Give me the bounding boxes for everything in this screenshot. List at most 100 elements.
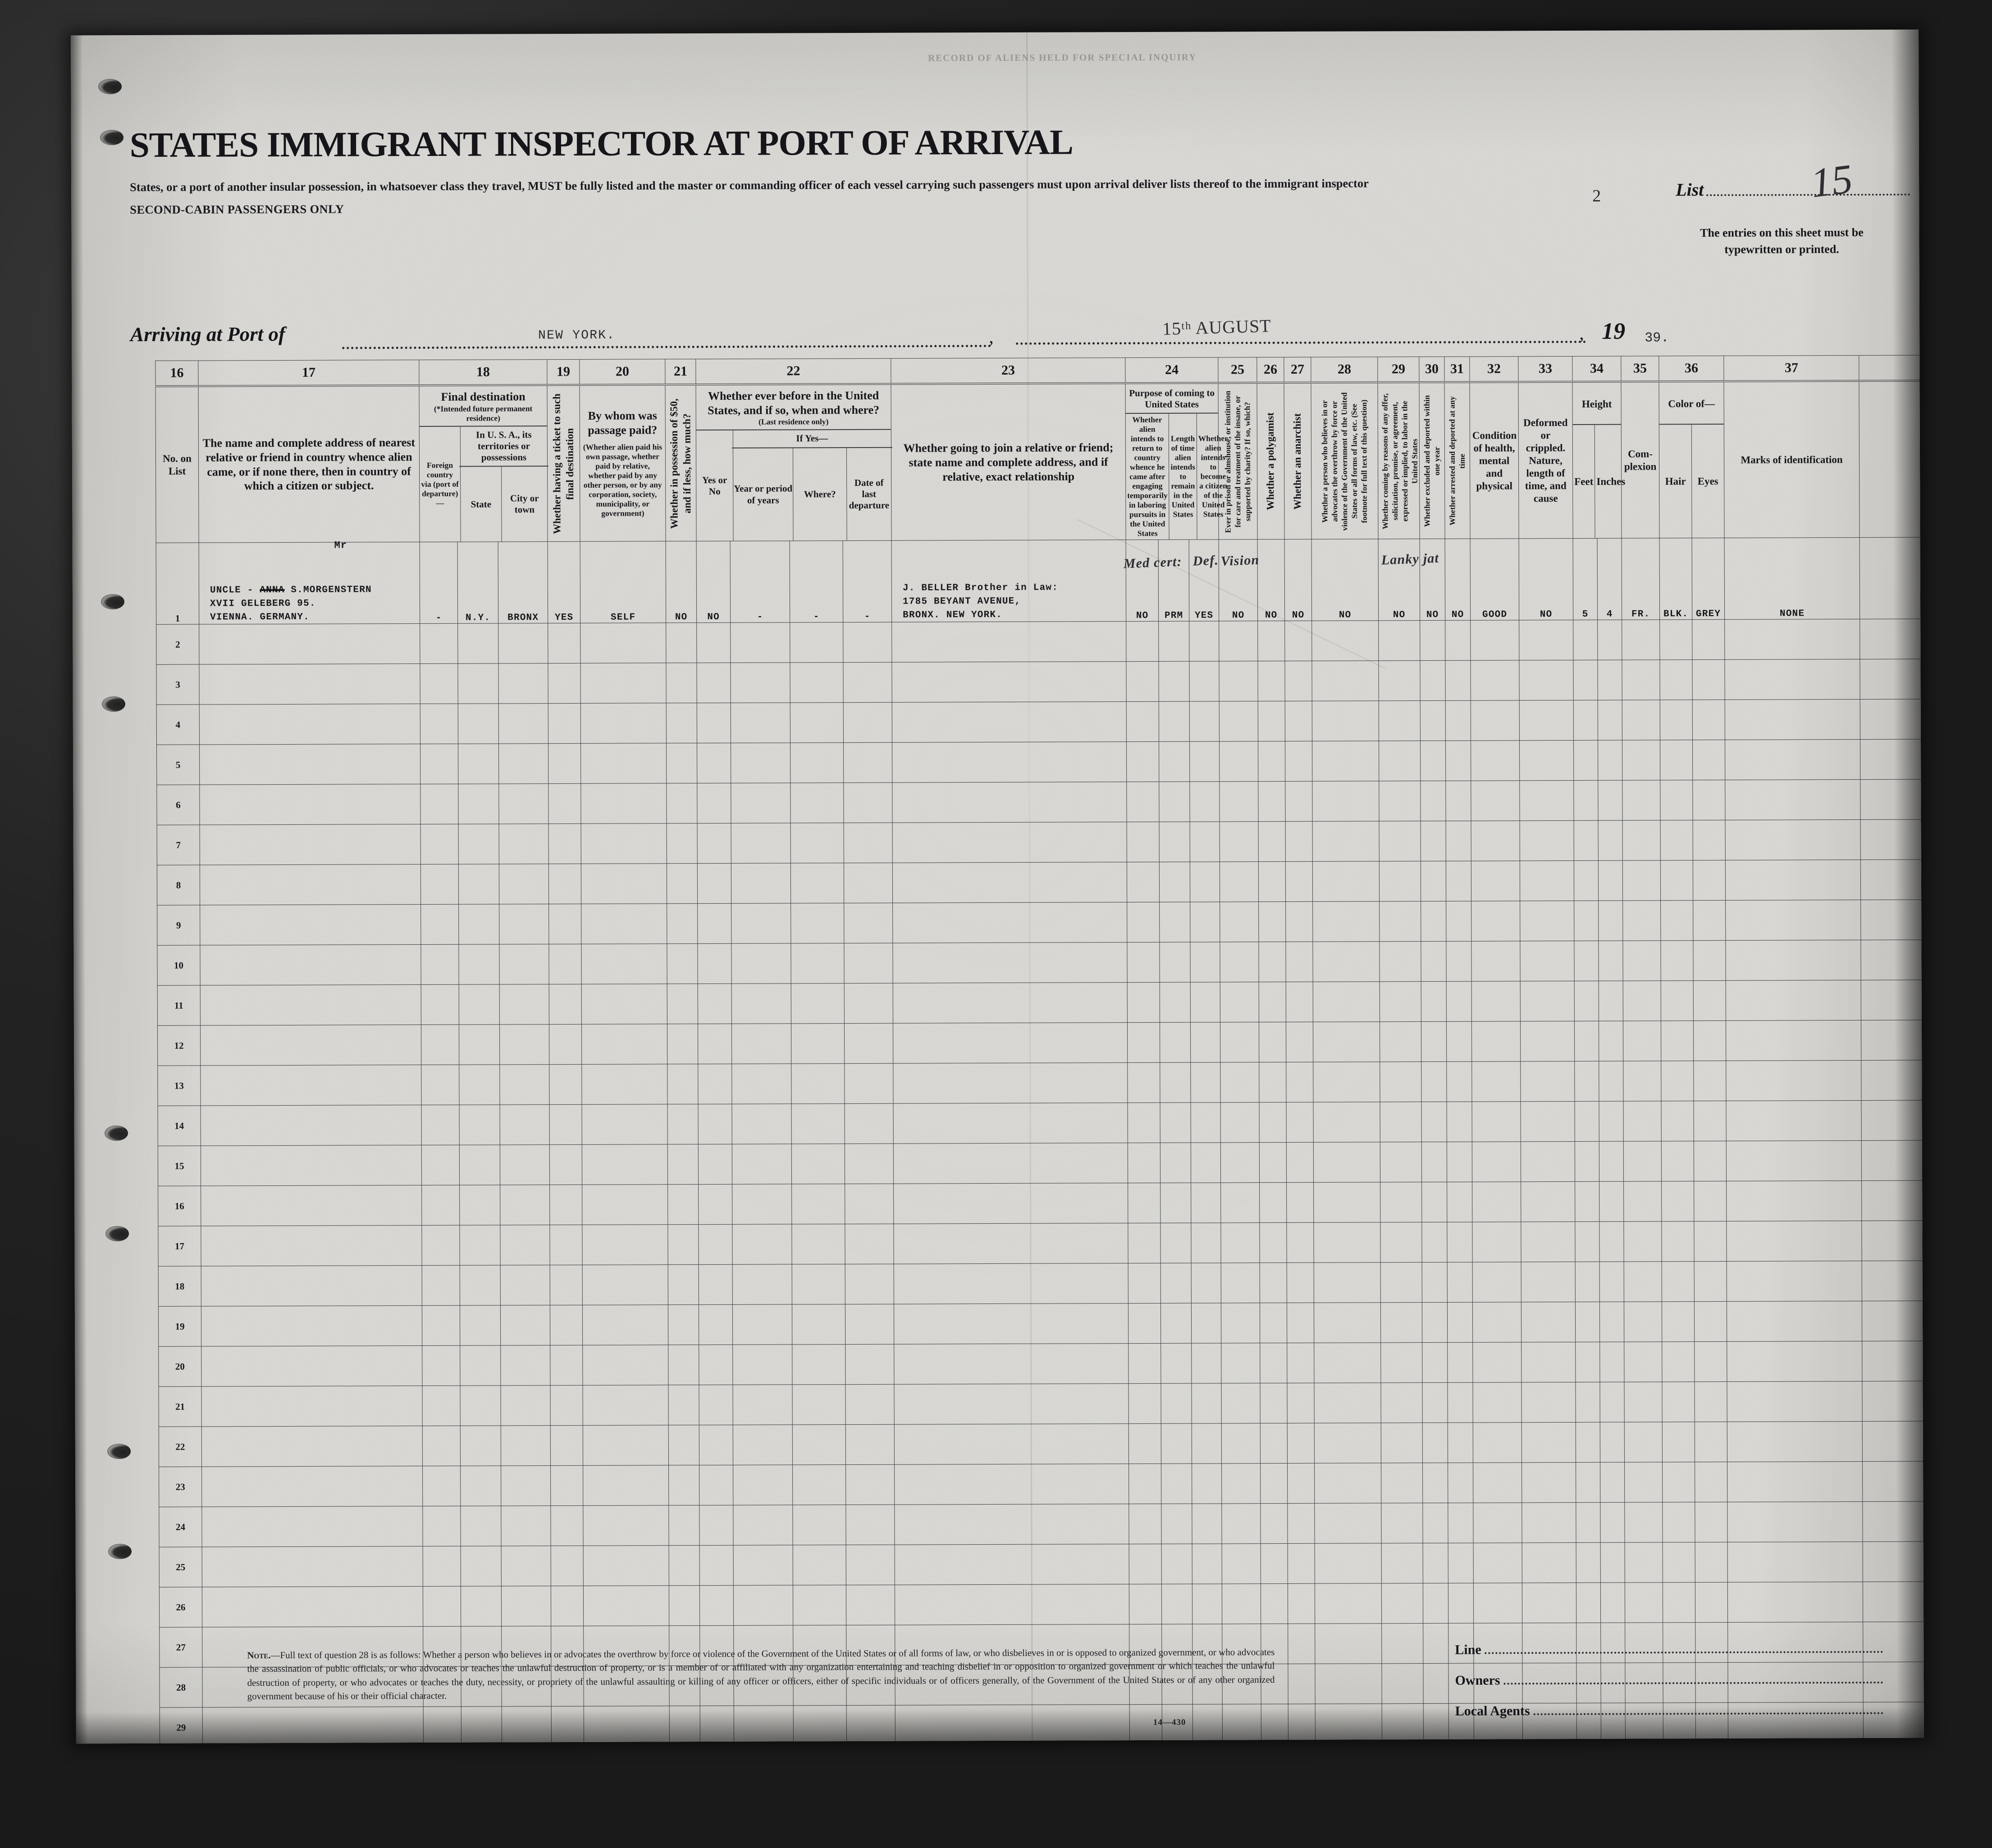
cell-empty[interactable]: [423, 1546, 461, 1587]
cell-empty[interactable]: [1126, 782, 1160, 822]
cell-empty[interactable]: [581, 984, 667, 1025]
cell-empty[interactable]: [668, 1465, 699, 1506]
cell-empty[interactable]: [1313, 1222, 1381, 1263]
cell-empty[interactable]: [791, 1023, 845, 1064]
cell-empty[interactable]: [668, 1264, 699, 1305]
cell-empty[interactable]: [669, 1545, 700, 1586]
cell-empty[interactable]: [1660, 700, 1693, 741]
cell-empty[interactable]: [1422, 1382, 1448, 1423]
cell-empty[interactable]: [1423, 1623, 1448, 1664]
cell-empty[interactable]: [1380, 1342, 1422, 1383]
cell-empty[interactable]: [1472, 1342, 1521, 1383]
cell-empty[interactable]: [790, 943, 845, 984]
cell-empty[interactable]: [1519, 740, 1574, 781]
cell-empty[interactable]: [582, 1225, 668, 1265]
cell-empty[interactable]: [1471, 861, 1520, 901]
cell-empty[interactable]: [1314, 1423, 1381, 1464]
cell-empty[interactable]: [548, 743, 581, 784]
cell-empty[interactable]: [1311, 661, 1379, 701]
cell-empty[interactable]: [1661, 981, 1694, 1021]
cell-empty[interactable]: [1625, 1542, 1663, 1583]
cell-empty[interactable]: [1447, 1302, 1473, 1343]
cell-empty[interactable]: [550, 1305, 583, 1345]
cell-empty[interactable]: [1128, 1303, 1161, 1344]
cell-empty[interactable]: [1692, 740, 1725, 781]
cell-empty[interactable]: [1287, 1423, 1315, 1464]
cell-empty[interactable]: [666, 663, 697, 704]
cell-empty[interactable]: [199, 744, 420, 785]
table-row[interactable]: 1 Mr UNCLE - ANNA S.MORGENSTERN XVII GEL…: [156, 537, 1924, 625]
cell-empty[interactable]: [549, 1185, 582, 1225]
cell-empty[interactable]: [499, 1025, 549, 1065]
cell-empty[interactable]: [1576, 1422, 1600, 1463]
cell-empty[interactable]: [894, 1303, 1128, 1345]
cell-empty[interactable]: [1126, 701, 1159, 742]
cell-empty[interactable]: [580, 663, 667, 704]
cell-empty[interactable]: [845, 1384, 895, 1425]
cell-empty[interactable]: [200, 984, 421, 1026]
cell-empty[interactable]: [844, 903, 893, 943]
cell-empty[interactable]: [893, 1143, 1128, 1184]
cell-empty[interactable]: [844, 943, 893, 983]
cell-empty[interactable]: [790, 742, 844, 783]
cell-empty[interactable]: [1521, 1502, 1576, 1543]
table-row[interactable]: 11: [157, 980, 1924, 1026]
cell-empty[interactable]: [1600, 1502, 1625, 1543]
cell-empty[interactable]: [460, 1426, 501, 1466]
cell-empty[interactable]: [420, 904, 459, 945]
cell-empty[interactable]: [1471, 781, 1520, 821]
cell-empty[interactable]: [1315, 1664, 1382, 1704]
cell-empty[interactable]: [199, 623, 420, 665]
cell-empty[interactable]: [1258, 861, 1286, 902]
cell-empty[interactable]: [1623, 1141, 1662, 1182]
cell-empty[interactable]: [1259, 1182, 1287, 1223]
cell-empty[interactable]: [845, 1424, 895, 1465]
cell-empty[interactable]: [1159, 942, 1191, 983]
cell-empty[interactable]: [844, 823, 893, 863]
cell-empty[interactable]: [1260, 1383, 1288, 1424]
cell-empty[interactable]: [549, 1024, 582, 1065]
cell-empty[interactable]: [580, 703, 667, 744]
cell-empty[interactable]: [548, 904, 581, 945]
cell-empty[interactable]: [422, 1345, 460, 1386]
cell-empty[interactable]: [1521, 1181, 1575, 1222]
cell-empty[interactable]: [582, 1265, 668, 1305]
cell-empty[interactable]: [1128, 1504, 1162, 1544]
cell-empty[interactable]: [1471, 821, 1520, 861]
cell-empty[interactable]: [1521, 1462, 1576, 1503]
cell-empty[interactable]: [1576, 1583, 1601, 1623]
cell-empty[interactable]: [582, 1345, 668, 1386]
cell-empty[interactable]: [1724, 619, 1860, 660]
cell-empty[interactable]: [1573, 700, 1598, 741]
cell-empty[interactable]: [1447, 1142, 1472, 1182]
cell-empty[interactable]: [1190, 982, 1220, 1023]
cell-empty[interactable]: [1624, 1422, 1663, 1463]
cell-empty[interactable]: [201, 1426, 423, 1467]
cell-empty[interactable]: [666, 622, 697, 663]
cell-empty[interactable]: [1315, 1543, 1382, 1584]
cell-empty[interactable]: [1470, 620, 1519, 661]
cell-empty[interactable]: [894, 1263, 1128, 1304]
cell-empty[interactable]: [1313, 1182, 1380, 1223]
cell-empty[interactable]: [583, 1546, 669, 1586]
cell-empty[interactable]: [458, 824, 499, 865]
cell-empty[interactable]: [1190, 1022, 1220, 1063]
cell-before-us-where[interactable]: -: [790, 540, 843, 623]
cell-empty[interactable]: [1598, 941, 1623, 981]
cell-empty[interactable]: [1694, 1141, 1727, 1182]
cell-empty[interactable]: [891, 661, 1127, 703]
table-row[interactable]: 2: [156, 619, 1924, 665]
cell-empty[interactable]: [1420, 620, 1445, 661]
cell-empty[interactable]: [1520, 820, 1574, 861]
cell-empty[interactable]: [791, 1224, 845, 1265]
cell-empty[interactable]: [1598, 820, 1623, 861]
cell-empty[interactable]: [1159, 822, 1190, 862]
cell-empty[interactable]: [699, 1345, 733, 1385]
cell-empty[interactable]: [582, 1144, 668, 1185]
cell-empty[interactable]: [1727, 1501, 1863, 1542]
cell-empty[interactable]: [1191, 1263, 1221, 1304]
cell-empty[interactable]: [1472, 1222, 1521, 1262]
cell-empty[interactable]: [791, 983, 845, 1024]
cell-empty[interactable]: [1622, 620, 1660, 660]
cell-empty[interactable]: [731, 783, 791, 823]
